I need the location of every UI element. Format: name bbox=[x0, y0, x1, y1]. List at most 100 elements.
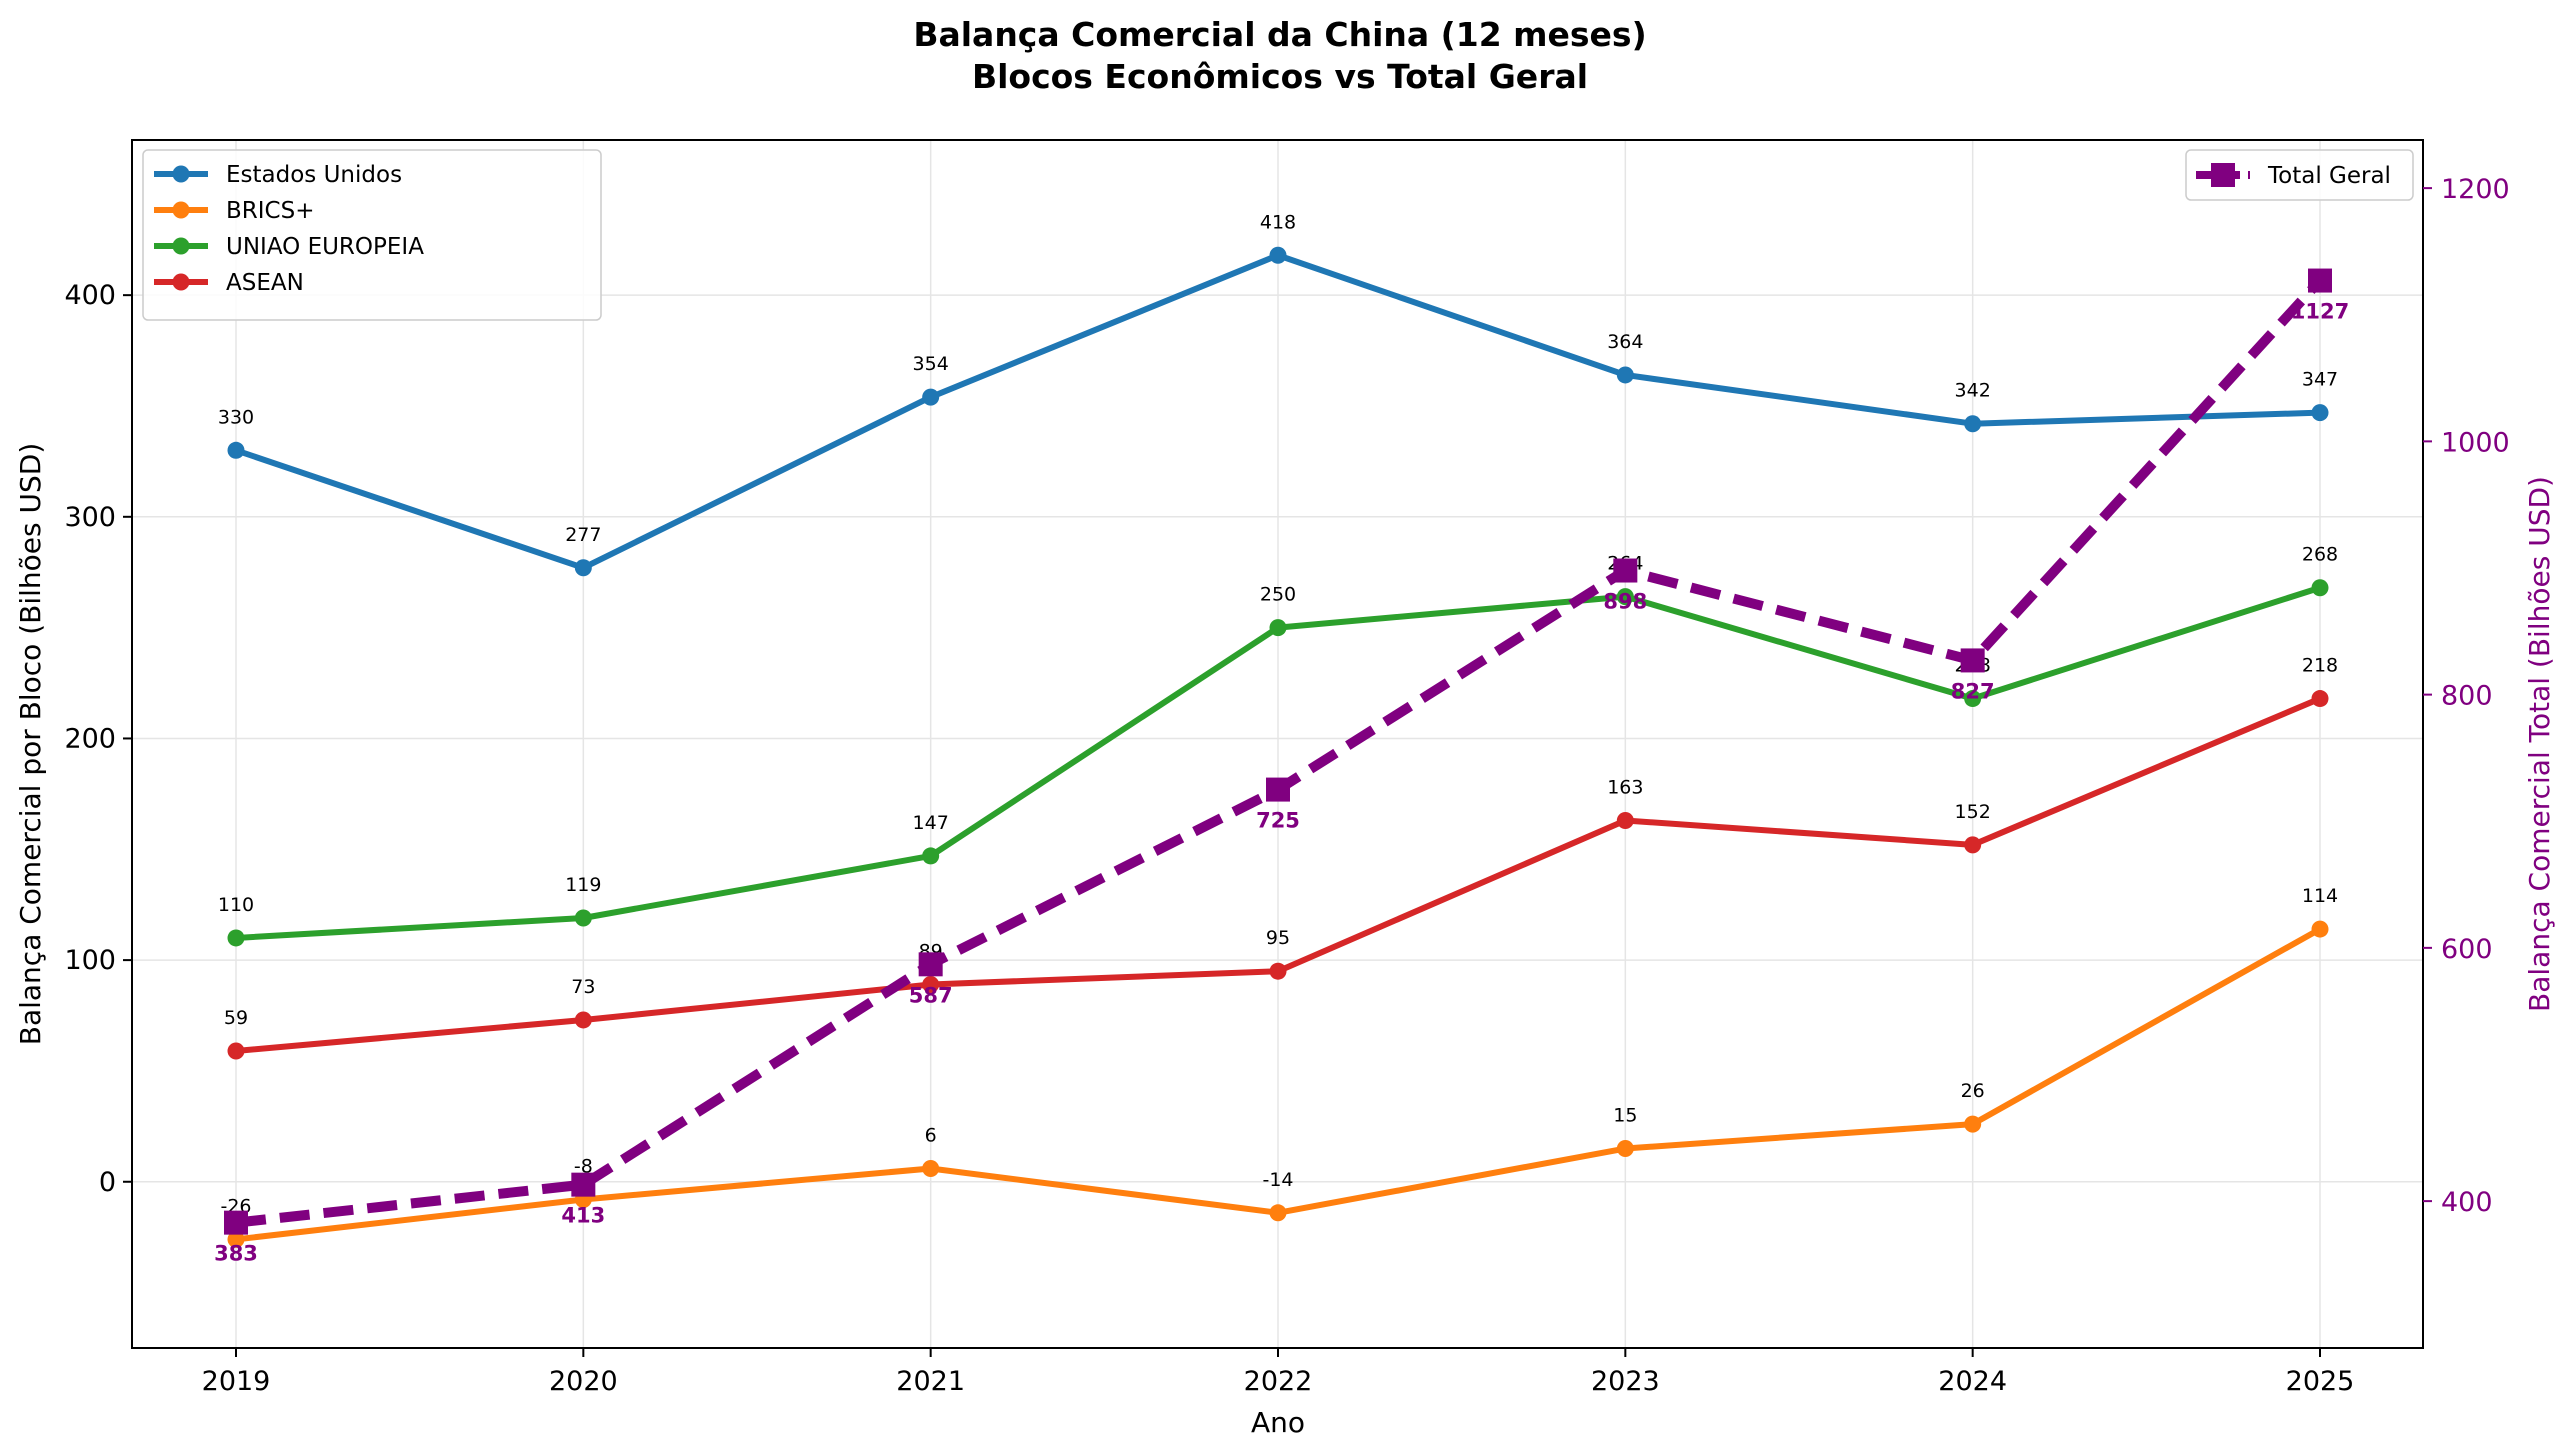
y-axis-left: 0 100 200 300 400 bbox=[64, 280, 132, 1198]
y-right-tick-label: 1200 bbox=[2441, 174, 2510, 205]
legend-label: UNIAO EUROPEIA bbox=[226, 234, 424, 260]
data-point bbox=[1616, 811, 1634, 829]
data-label: 147 bbox=[913, 812, 949, 834]
data-point bbox=[1269, 619, 1287, 637]
legend-item: UNIAO EUROPEIA bbox=[154, 234, 424, 260]
data-label: 342 bbox=[1955, 380, 1991, 402]
y-tick-label: 0 bbox=[99, 1167, 116, 1198]
data-label: 15 bbox=[1613, 1105, 1637, 1127]
data-point bbox=[1613, 558, 1638, 583]
data-point bbox=[1269, 962, 1287, 980]
data-point bbox=[922, 847, 940, 865]
x-tick-label: 2019 bbox=[202, 1366, 271, 1397]
x-axis: 2019 2020 2021 2022 2023 2024 2025 bbox=[202, 1348, 2355, 1397]
data-label: 330 bbox=[218, 406, 254, 428]
y-tick-label: 300 bbox=[64, 502, 116, 533]
legend-right: Total Geral bbox=[2185, 149, 2414, 201]
data-label: 250 bbox=[1260, 584, 1296, 606]
right-series-layer: 383 413 587 725 898 827 1127 bbox=[214, 268, 2349, 1266]
x-axis-label: Ano bbox=[1251, 1406, 1305, 1439]
data-label: 418 bbox=[1260, 211, 1296, 233]
data-point bbox=[1960, 648, 1985, 673]
data-label: 364 bbox=[1607, 331, 1643, 353]
data-point bbox=[571, 1172, 596, 1197]
legend-marker bbox=[172, 273, 190, 291]
data-point bbox=[574, 559, 592, 577]
data-point bbox=[1964, 415, 1982, 433]
data-point bbox=[574, 1011, 592, 1029]
y-axis-label-right: Balança Comercial Total (Bilhões USD) bbox=[2523, 476, 2556, 1012]
x-tick-label: 2025 bbox=[2286, 1366, 2355, 1397]
data-label: 827 bbox=[1951, 679, 1995, 703]
data-point bbox=[918, 952, 943, 977]
data-label: -14 bbox=[1262, 1169, 1293, 1191]
data-point bbox=[227, 929, 245, 947]
data-point bbox=[574, 909, 592, 927]
y-right-tick-label: 600 bbox=[2441, 934, 2493, 965]
legend-left: Estados Unidos BRICS+ UNIAO EUROPEIA ASEAN bbox=[142, 149, 602, 321]
data-label: 73 bbox=[571, 976, 595, 998]
data-label: 119 bbox=[565, 874, 601, 896]
data-point bbox=[2311, 690, 2329, 708]
legend-box bbox=[2185, 149, 2414, 201]
data-point bbox=[2311, 579, 2329, 597]
legend-item: Estados Unidos bbox=[154, 162, 402, 188]
x-tick-label: 2023 bbox=[1591, 1366, 1660, 1397]
x-tick-label: 2021 bbox=[896, 1366, 965, 1397]
data-point bbox=[227, 1230, 245, 1248]
y-axis-right: 400 600 800 1000 1200 bbox=[2423, 174, 2510, 1218]
legend-marker bbox=[172, 201, 190, 219]
legend-marker bbox=[172, 237, 190, 255]
legend-label: BRICS+ bbox=[226, 198, 314, 224]
data-label: 6 bbox=[925, 1124, 937, 1146]
data-point bbox=[227, 1042, 245, 1060]
data-point bbox=[1616, 588, 1634, 606]
y-right-tick-label: 400 bbox=[2441, 1187, 2493, 1218]
legend-marker bbox=[172, 165, 190, 183]
legend-label: ASEAN bbox=[226, 270, 304, 296]
y-tick-label: 200 bbox=[64, 723, 116, 754]
data-label: 354 bbox=[913, 353, 949, 375]
data-point bbox=[922, 1159, 940, 1177]
y-axis-label-left: Balança Comercial por Bloco (Bilhões USD… bbox=[14, 443, 47, 1046]
y-tick-label: 400 bbox=[64, 280, 116, 311]
series-estados-unidos: 330 277 354 418 364 342 347 bbox=[218, 211, 2338, 577]
data-point bbox=[224, 1210, 248, 1235]
data-label: 1127 bbox=[2291, 300, 2349, 324]
data-label: 163 bbox=[1607, 776, 1643, 798]
series-layer: 330277354418364342347-26-86-141526114110… bbox=[218, 211, 2338, 1248]
y-right-tick-label: 1000 bbox=[2441, 427, 2510, 458]
data-point bbox=[1964, 690, 1982, 708]
data-label: 383 bbox=[214, 1242, 258, 1266]
legend-marker bbox=[2211, 163, 2235, 187]
data-point bbox=[1964, 1115, 1982, 1133]
legend-item: ASEAN bbox=[154, 270, 304, 296]
y-tick-label: 100 bbox=[64, 945, 116, 976]
legend-item: BRICS+ bbox=[154, 198, 314, 224]
data-label: 347 bbox=[2302, 369, 2338, 391]
data-point bbox=[2311, 404, 2329, 422]
x-tick-label: 2020 bbox=[549, 1366, 618, 1397]
data-label: 587 bbox=[909, 983, 953, 1007]
data-point bbox=[922, 975, 940, 993]
legend-box bbox=[142, 149, 602, 321]
data-label: 413 bbox=[561, 1204, 605, 1228]
series-total-geral: 383 413 587 725 898 827 1127 bbox=[214, 268, 2349, 1266]
data-label: 95 bbox=[1266, 927, 1290, 949]
data-label: 26 bbox=[1961, 1080, 1985, 1102]
data-point bbox=[1266, 777, 1290, 802]
legend-label: Estados Unidos bbox=[226, 162, 402, 188]
x-tick-label: 2024 bbox=[1938, 1366, 2007, 1397]
data-point bbox=[1616, 1140, 1634, 1158]
data-point bbox=[922, 388, 940, 406]
data-point bbox=[1964, 836, 1982, 854]
data-label: 268 bbox=[2302, 544, 2338, 566]
data-label: 59 bbox=[224, 1007, 248, 1029]
data-label: 725 bbox=[1256, 809, 1300, 833]
legend-label: Total Geral bbox=[2267, 163, 2391, 189]
grid bbox=[132, 140, 2423, 1348]
data-point bbox=[1616, 366, 1634, 384]
data-label: -8 bbox=[574, 1155, 593, 1177]
